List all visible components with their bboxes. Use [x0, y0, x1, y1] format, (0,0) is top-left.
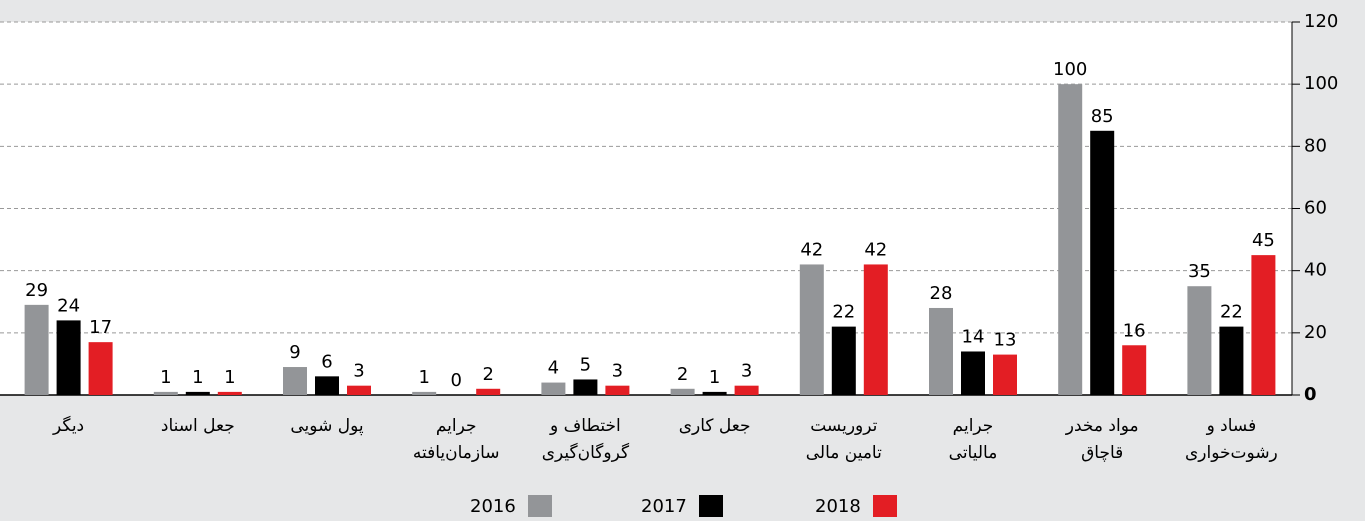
bar	[1122, 345, 1147, 395]
y-tick-label: 80	[1304, 135, 1327, 156]
x-tick-label: جرایم	[953, 416, 994, 436]
bar	[347, 385, 371, 395]
bar	[831, 326, 856, 395]
data-label: 42	[800, 239, 823, 260]
data-label: 85	[1091, 106, 1114, 127]
bar	[799, 264, 824, 395]
y-tick-label: 40	[1304, 260, 1327, 281]
data-label: 3	[353, 361, 364, 382]
y-tick-label: 100	[1304, 73, 1338, 94]
data-label: 1	[418, 367, 429, 388]
bar	[153, 391, 178, 395]
legend-label: 2018	[815, 496, 861, 517]
x-tick-label: قاچاق	[1081, 443, 1123, 463]
data-label: 4	[548, 358, 559, 379]
data-label: 5	[580, 354, 591, 375]
data-label: 0	[450, 370, 461, 391]
x-tick-label: جرایم	[436, 416, 477, 436]
bar	[863, 264, 888, 395]
data-label: 17	[89, 317, 112, 338]
y-tick-label: 60	[1304, 198, 1327, 219]
x-tick-label: اختطاف و	[549, 416, 621, 436]
x-tick-label: تامین مالی	[806, 443, 882, 463]
y-tick-label: 120	[1304, 11, 1338, 32]
bar	[412, 391, 437, 395]
data-label: 3	[612, 361, 623, 382]
x-tick-label: فساد و	[1206, 416, 1257, 436]
bar	[1058, 84, 1083, 396]
data-label: 9	[289, 342, 300, 363]
bar	[1219, 326, 1244, 395]
data-label: 42	[864, 239, 887, 260]
bar	[702, 391, 727, 395]
x-tick-label: رشوت‌خواری	[1185, 443, 1278, 463]
bar	[929, 307, 953, 395]
x-tick-label: تروریست	[810, 416, 877, 436]
bar	[283, 367, 307, 395]
data-label: 45	[1252, 230, 1275, 251]
legend-label: 2017	[641, 496, 687, 517]
bar	[1090, 130, 1115, 395]
data-label: 1	[224, 367, 235, 388]
data-label: 2	[482, 364, 493, 385]
bar	[185, 391, 210, 395]
bar	[541, 382, 566, 395]
bar	[24, 304, 49, 395]
bar	[217, 391, 242, 395]
bar	[734, 385, 759, 395]
bar	[961, 351, 985, 395]
legend-swatch	[873, 495, 897, 517]
x-tick-label: گروگان‌گیری	[542, 442, 630, 463]
x-tick-label: جعل اسناد	[161, 416, 235, 436]
data-label: 35	[1188, 261, 1211, 282]
data-label: 16	[1123, 320, 1146, 341]
x-tick-label: پول شویی	[290, 416, 363, 436]
x-tick-label: سازمان‌یافته	[413, 443, 500, 463]
data-label: 13	[994, 330, 1017, 351]
y-tick-label: 0	[1304, 384, 1317, 405]
bar	[476, 388, 501, 395]
y-tick-label: 20	[1304, 322, 1327, 343]
bar	[1187, 286, 1212, 395]
bar	[88, 342, 113, 395]
data-label: 1	[160, 367, 171, 388]
bar	[573, 379, 598, 395]
data-label: 22	[1220, 302, 1243, 323]
bar	[315, 376, 339, 395]
bar	[670, 388, 695, 395]
x-tick-label: دیگر	[52, 415, 84, 436]
data-label: 1	[709, 367, 720, 388]
data-label: 24	[57, 295, 80, 316]
x-tick-label: مالیاتی	[949, 443, 998, 463]
data-label: 3	[741, 361, 752, 382]
data-label: 14	[962, 326, 985, 347]
data-label: 6	[321, 351, 332, 372]
data-label: 1	[192, 367, 203, 388]
data-label: 2	[677, 364, 688, 385]
bar	[1251, 255, 1276, 395]
x-tick-label: مواد مخدر	[1065, 416, 1139, 436]
x-tick-label: جعل کاری	[679, 416, 751, 436]
legend-label: 2016	[470, 496, 516, 517]
legend-swatch	[699, 495, 723, 517]
bar	[605, 385, 630, 395]
bar	[993, 354, 1017, 395]
bar	[56, 320, 81, 395]
data-label: 29	[25, 280, 48, 301]
data-label: 22	[832, 302, 855, 323]
data-label: 100	[1053, 59, 1087, 80]
data-label: 28	[930, 283, 953, 304]
legend-swatch	[528, 495, 552, 517]
